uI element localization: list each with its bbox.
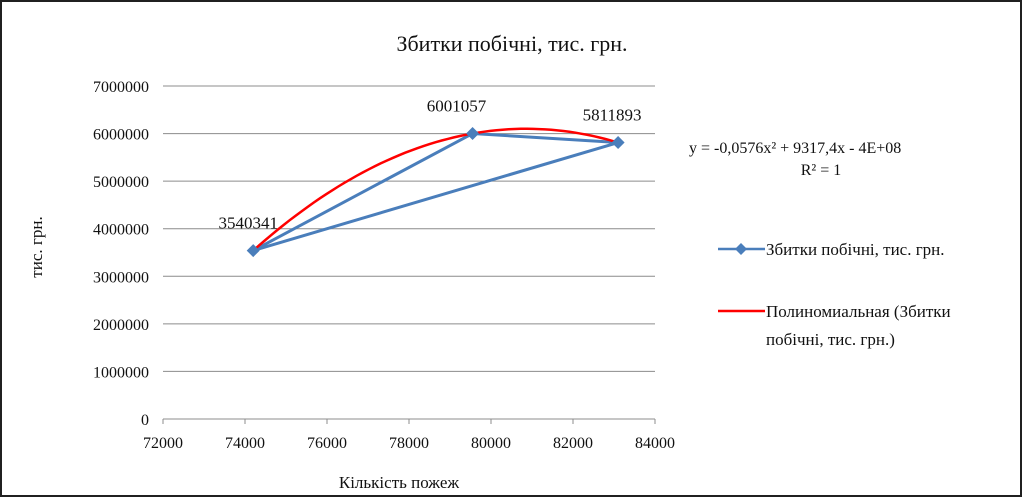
data-labels: 3540341 6001057 5811893 [218,97,641,233]
legend-series-marker [735,243,747,255]
y-tick-label: 1000000 [93,364,149,381]
data-label: 6001057 [427,97,487,116]
chart-title: Збитки побічні, тис. грн. [396,31,627,56]
x-tick-label: 74000 [225,435,265,452]
series-line-segment [472,132,619,145]
trendline-r-squared: R² = 1 [801,162,842,179]
legend-series-label: Збитки побічні, тис. грн. [766,240,945,259]
series-line-segment [252,141,619,253]
x-tick-label: 82000 [553,435,593,452]
series-line-segment [252,132,474,252]
gridlines [163,85,655,420]
y-tick-label: 2000000 [93,317,149,334]
data-point-marker [466,127,480,141]
y-tick-label: 6000000 [93,127,149,144]
y-tick-label: 5000000 [93,174,149,191]
data-point-marker [246,244,260,258]
data-label: 3540341 [218,214,278,233]
trendline-equation: y = -0,0576x² + 9317,4x - 4E+08 [689,140,901,157]
y-tick-label: 0 [141,412,149,429]
legend-trendline-label-line2: побічні, тис. грн.) [766,330,895,349]
data-label: 5811893 [583,106,642,125]
legend: Збитки побічні, тис. грн. Полиномиальная… [718,240,951,349]
x-tick-label: 76000 [307,435,347,452]
x-axis-ticks: 72000 74000 76000 78000 80000 82000 84000 [143,419,675,452]
x-tick-label: 78000 [389,435,429,452]
trendline [252,127,619,252]
x-tick-label: 72000 [143,435,183,452]
x-tick-label: 80000 [471,435,511,452]
legend-trendline-label-line1: Полиномиальная (Збитки [766,302,951,321]
series-markers [246,127,625,258]
y-tick-label: 3000000 [93,269,149,286]
trendline-curve [252,127,619,252]
y-tick-label: 4000000 [93,222,149,239]
x-axis-label: Кількість пожеж [339,473,459,492]
x-tick-label: 84000 [635,435,675,452]
y-axis-label: тис. грн. [27,216,46,277]
series-lines [252,132,619,253]
y-axis-ticks: 0 1000000 2000000 3000000 4000000 5000000 6000… [93,79,149,429]
y-tick-label: 7000000 [93,79,149,96]
data-point-marker [611,136,625,150]
